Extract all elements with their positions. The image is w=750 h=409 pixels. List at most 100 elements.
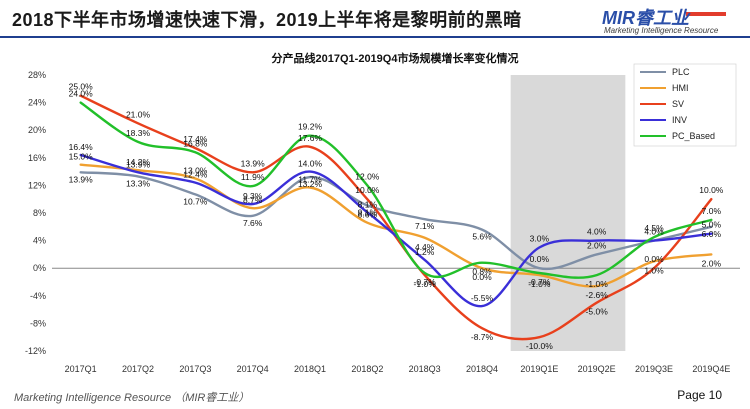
data-label-sv: 17.6% — [298, 133, 323, 143]
data-label-pc-based: 0.8% — [472, 267, 492, 277]
data-label-sv: 25.0% — [69, 82, 94, 92]
y-tick-label: 4% — [33, 236, 46, 246]
x-tick-label: 2019Q2E — [578, 364, 616, 374]
data-label-plc: 4.0% — [644, 227, 664, 237]
forecast-shaded-region — [510, 75, 626, 351]
legend-label-pc-based: PC_Based — [672, 131, 715, 141]
series-line-hmi — [79, 163, 713, 288]
data-label-plc: 7.1% — [415, 221, 435, 231]
x-tick-label: 2018Q3 — [409, 364, 441, 374]
data-label-plc: 5.6% — [472, 232, 492, 242]
data-label-sv: -10.0% — [526, 341, 553, 351]
data-label-inv: 1.2% — [415, 247, 435, 257]
y-tick-label: 12% — [28, 180, 46, 190]
data-label-pc-based: -1.0% — [586, 279, 609, 289]
data-label-pc-based: -0.7% — [414, 277, 437, 287]
data-label-sv: 13.9% — [241, 158, 266, 168]
data-label-hmi: -2.6% — [586, 290, 609, 300]
brand-logo: MIR睿工业 Marketing Intelligence Resource — [596, 4, 746, 38]
data-label-pc-based: 19.2% — [298, 122, 323, 132]
data-label-plc: 13.3% — [126, 178, 151, 188]
data-label-sv: 0.0% — [644, 254, 664, 264]
data-label-inv: 8.1% — [358, 199, 378, 209]
x-tick-label: 2019Q4E — [692, 364, 730, 374]
data-label-hmi: 15.0% — [69, 152, 94, 162]
y-tick-label: 8% — [33, 208, 46, 218]
y-tick-label: 20% — [28, 125, 46, 135]
data-label-plc: 0.0% — [530, 254, 550, 264]
data-label-sv: 17.4% — [183, 134, 208, 144]
data-label-inv: 13.9% — [126, 159, 151, 169]
data-label-hmi: 0.0% — [472, 272, 492, 282]
data-label-hmi: 13.0% — [183, 166, 208, 176]
legend-label-inv: INV — [672, 115, 687, 125]
y-tick-label: 24% — [28, 98, 46, 108]
data-label-plc: 13.2% — [298, 179, 323, 189]
data-label-hmi: -1.0% — [528, 279, 551, 289]
data-label-sv: 10.0% — [355, 185, 380, 195]
data-label-sv: -1.0% — [414, 279, 437, 289]
data-label-inv: 14.0% — [298, 159, 323, 169]
data-label-hmi: 4.4% — [415, 242, 435, 252]
y-tick-label: -8% — [30, 318, 46, 328]
data-label-hmi: 8.7% — [243, 195, 263, 205]
data-label-plc: 9.1% — [358, 207, 378, 217]
data-label-sv: -8.7% — [471, 332, 494, 342]
x-tick-label: 2017Q1 — [65, 364, 97, 374]
x-tick-label: 2018Q2 — [351, 364, 383, 374]
data-label-pc-based: 4.5% — [644, 223, 664, 233]
data-label-pc-based: 24.0% — [69, 89, 94, 99]
data-label-plc: 7.6% — [243, 218, 263, 228]
data-label-pc-based: 16.8% — [183, 138, 208, 148]
legend-label-plc: PLC — [672, 67, 690, 77]
data-label-pc-based: 12.0% — [355, 171, 380, 181]
data-label-hmi: 1.0% — [644, 265, 664, 275]
data-label-pc-based: 18.3% — [126, 128, 151, 138]
data-label-sv: 10.0% — [699, 185, 724, 195]
x-tick-label: 2017Q3 — [179, 364, 211, 374]
x-tick-label: 2019Q1E — [520, 364, 558, 374]
data-label-inv: 5.0% — [702, 220, 722, 230]
header-rule — [0, 36, 750, 38]
y-tick-label: 16% — [28, 153, 46, 163]
page-number: Page 10 — [677, 388, 722, 402]
y-tick-label: -12% — [25, 346, 46, 356]
data-label-pc-based: -0.7% — [528, 277, 551, 287]
x-tick-label: 2018Q4 — [466, 364, 498, 374]
data-label-sv: -5.0% — [586, 307, 609, 317]
data-label-pc-based: 11.9% — [241, 172, 265, 182]
x-tick-label: 2018Q1 — [294, 364, 326, 374]
legend-label-hmi: HMI — [672, 83, 689, 93]
data-label-plc: 2.0% — [587, 240, 607, 250]
x-tick-label: 2017Q4 — [237, 364, 269, 374]
data-label-hmi: 6.6% — [358, 210, 378, 220]
data-label-pc-based: 7.0% — [702, 206, 722, 216]
series-line-pc-based — [79, 101, 713, 279]
data-label-inv: 12.4% — [183, 170, 208, 180]
data-label-hmi: 11.7% — [298, 174, 322, 184]
y-tick-label: 0% — [33, 263, 46, 273]
x-tick-label: 2019Q3E — [635, 364, 673, 374]
data-label-hmi: 2.0% — [702, 258, 722, 268]
data-label-plc: 6.0% — [702, 229, 722, 239]
page-headline: 2018下半年市场增速快速下滑，2019上半年将是黎明前的黑暗 — [12, 10, 522, 30]
logo-accent-bar — [686, 12, 726, 16]
footer-source: Marketing Intelligence Resource （MIR睿工业） — [14, 392, 250, 404]
data-label-inv: 3.0% — [530, 234, 550, 244]
data-label-inv: 4.0% — [587, 227, 607, 237]
data-label-hmi: 14.2% — [126, 157, 151, 167]
data-label-inv: -5.5% — [471, 293, 494, 303]
logo-wordmark: MIR睿工业 — [602, 8, 689, 28]
data-label-plc: 10.7% — [183, 196, 208, 206]
y-tick-label: 28% — [28, 70, 46, 80]
x-tick-label: 2017Q2 — [122, 364, 154, 374]
y-tick-label: -4% — [30, 291, 46, 301]
data-label-inv: 9.3% — [243, 191, 263, 201]
chart-title: 分产品线2017Q1-2019Q4市场规模增长率变化情况 — [272, 51, 519, 65]
legend-label-sv: SV — [672, 99, 684, 109]
data-label-sv: 21.0% — [126, 109, 151, 119]
series-line-plc — [79, 171, 713, 271]
logo-tagline: Marketing Intelligence Resource — [604, 26, 719, 35]
series-line-sv — [79, 94, 713, 341]
